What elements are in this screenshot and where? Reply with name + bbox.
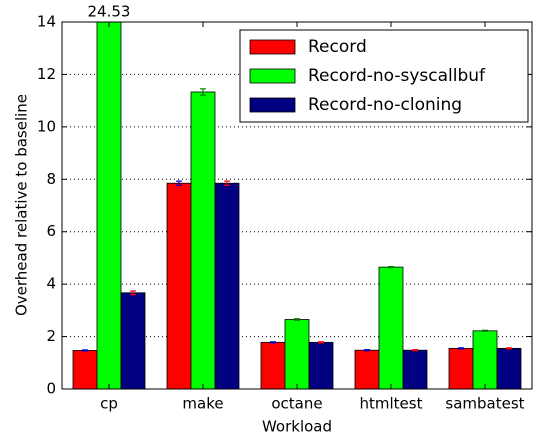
data-label: 24.53: [88, 3, 131, 21]
x-tick-label: make: [182, 395, 223, 413]
error-bar: [506, 347, 512, 350]
y-tick-label: 12: [37, 65, 56, 83]
bar: [472, 330, 498, 389]
legend-swatch: [249, 97, 296, 113]
y-tick-label: 14: [37, 13, 56, 31]
y-tick-label: 2: [46, 327, 56, 345]
legend-label: Record-no-syscallbuf: [308, 66, 486, 86]
error-bar: [388, 265, 394, 269]
bar: [284, 319, 310, 389]
legend-label: Record-no-cloning: [308, 95, 462, 115]
bar: [378, 266, 404, 389]
x-tick-label: sambatest: [445, 395, 524, 413]
legend: Record Record-no-syscallbuf Record-no-clon…: [239, 29, 529, 123]
bar: [354, 349, 380, 389]
bar: [308, 341, 334, 389]
error-bar: [176, 180, 182, 186]
x-tick-label: cp: [100, 395, 118, 413]
error-bar: [458, 347, 464, 350]
error-bar: [318, 341, 324, 344]
y-tick-label: 6: [46, 222, 56, 240]
y-tick-label: 8: [46, 170, 56, 188]
legend-label: Record: [308, 37, 367, 57]
bar: [260, 341, 286, 389]
bar: [190, 91, 216, 389]
error-bar: [482, 329, 488, 332]
bar: [72, 350, 98, 389]
error-bar: [224, 180, 230, 186]
bar: [96, 22, 122, 389]
x-axis-label: Workload: [262, 418, 332, 436]
error-bar: [412, 349, 418, 352]
bar: [214, 182, 240, 389]
x-tick-label: octane: [271, 395, 322, 413]
bar: [120, 292, 146, 389]
y-axis-label: Overhead relative to baseline: [13, 94, 31, 316]
legend-swatch: [249, 68, 296, 84]
bar: [448, 347, 474, 389]
error-bar: [294, 318, 300, 321]
bar: [166, 182, 192, 389]
error-bar: [130, 290, 136, 296]
plot-bars: [72, 22, 522, 389]
error-bar: [364, 349, 370, 352]
bar: [402, 349, 428, 389]
error-bar: [200, 88, 206, 96]
y-tick-label: 0: [46, 380, 56, 398]
error-bar: [82, 349, 88, 352]
error-bar: [270, 341, 276, 344]
y-tick-label: 10: [37, 117, 56, 135]
plot-frame: [61, 21, 533, 390]
x-tick-label: htmltest: [360, 395, 423, 413]
y-tick-label: 4: [46, 275, 56, 293]
legend-swatch: [249, 39, 296, 55]
bar: [496, 347, 522, 389]
